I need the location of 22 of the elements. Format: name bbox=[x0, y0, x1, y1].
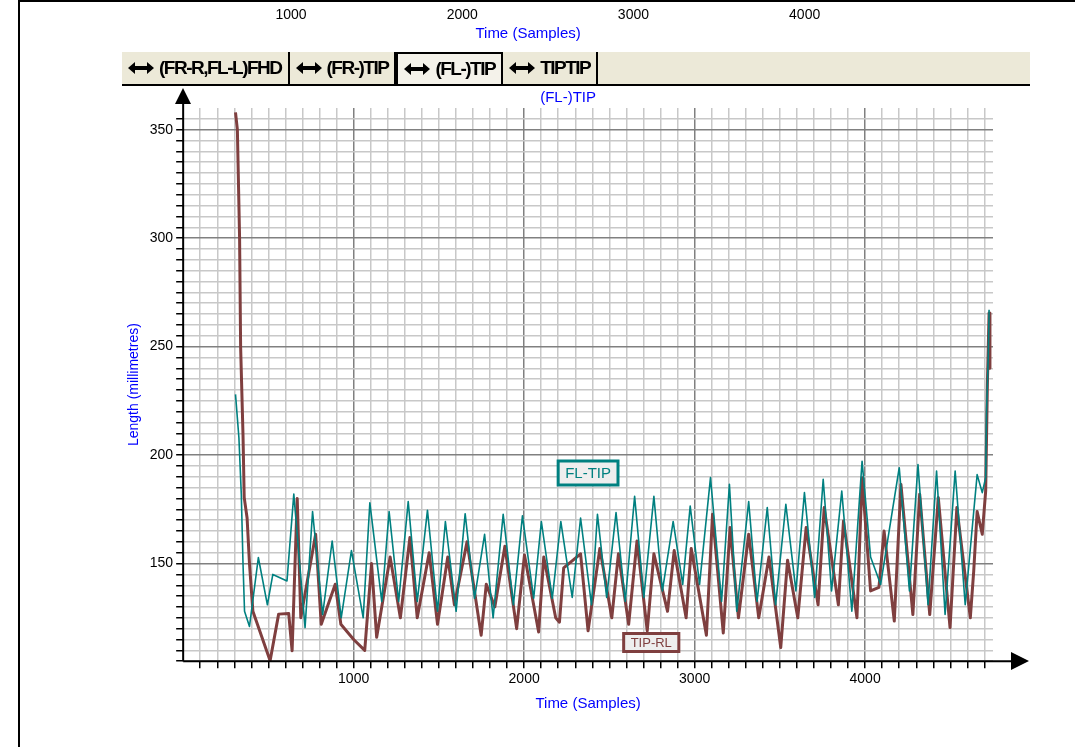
text: (FR-R,FL-L)FHD bbox=[159, 57, 282, 79]
series-label: FL-TIP bbox=[565, 464, 611, 482]
chart-title: (FL-)TIP bbox=[540, 88, 596, 106]
x-tick-label: 2000 bbox=[508, 670, 540, 687]
x2-tick-label: 4000 bbox=[789, 5, 821, 22]
y-tick-label: 150 bbox=[149, 554, 174, 571]
x-axis-title: Time (Samples) bbox=[535, 694, 641, 712]
y-tick-label: 300 bbox=[149, 229, 174, 246]
x-tick-label: 1000 bbox=[338, 670, 370, 687]
x2-axis-title: Time (Samples) bbox=[475, 24, 581, 42]
x-tick-label: 3000 bbox=[679, 670, 711, 687]
x-tick-label: 4000 bbox=[849, 670, 881, 687]
text: TIPTIP bbox=[540, 57, 591, 79]
y-axis-title: Length (millimetres) bbox=[125, 323, 142, 447]
y-tick-label: 350 bbox=[149, 120, 174, 137]
series-label: TIP-RL bbox=[630, 634, 672, 650]
x2-tick-label: 2000 bbox=[446, 5, 479, 22]
x2-tick-label: 3000 bbox=[617, 5, 650, 22]
y-tick-label: 250 bbox=[149, 337, 174, 354]
text: (FR-)TIP bbox=[326, 57, 389, 79]
y-tick-label: 200 bbox=[149, 445, 174, 462]
x2-tick-label: 1000 bbox=[275, 5, 307, 22]
